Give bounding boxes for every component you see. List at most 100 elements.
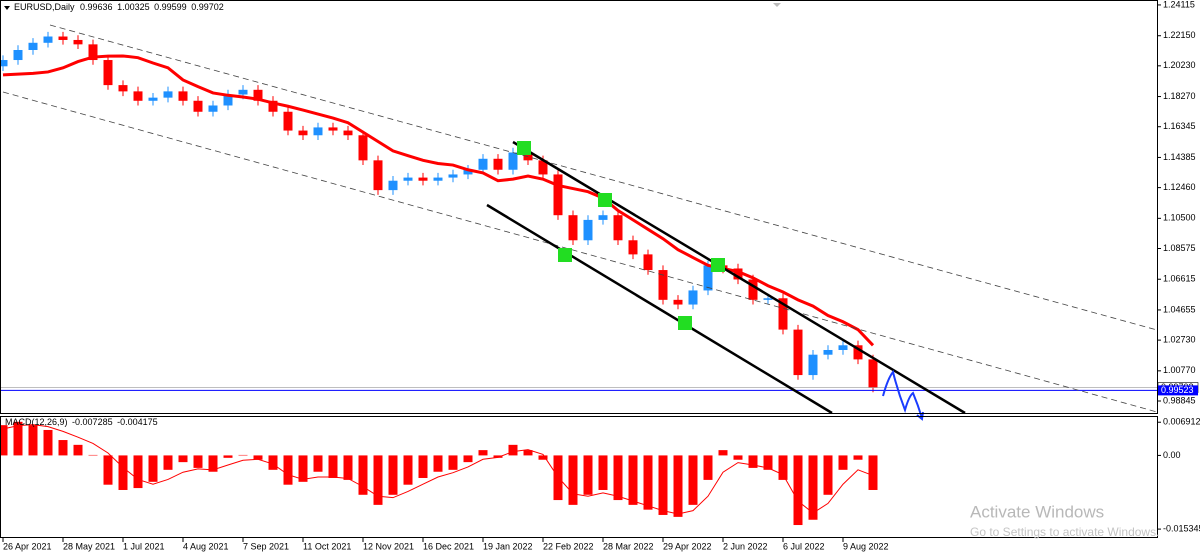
y-tick-label: 1.16345 xyxy=(1163,121,1196,131)
touch-marker xyxy=(598,193,612,207)
candle-body xyxy=(538,160,548,175)
macd-bar xyxy=(628,455,638,505)
candle-body xyxy=(703,265,713,291)
price-panel-frame xyxy=(0,0,1158,414)
candle-body xyxy=(613,215,623,241)
candle-body xyxy=(148,97,158,101)
y-tick-label: 1.06615 xyxy=(1163,274,1196,284)
y-tick-label: 1.14385 xyxy=(1163,152,1196,162)
channel-lower xyxy=(486,203,833,415)
macd-bar xyxy=(853,455,863,460)
candle-body xyxy=(343,130,353,136)
x-tick-label: 1 Jul 2021 xyxy=(123,541,165,551)
touch-marker xyxy=(558,248,572,262)
macd-bar xyxy=(43,429,53,456)
macd-bar xyxy=(373,455,383,505)
candle-body xyxy=(403,177,413,181)
touch-marker xyxy=(678,316,692,330)
touch-marker xyxy=(517,141,531,155)
macd-bar xyxy=(118,455,128,490)
x-tick-label: 28 May 2021 xyxy=(63,541,115,551)
candle-body xyxy=(118,85,128,92)
candle-body xyxy=(298,130,308,136)
macd-bar xyxy=(838,455,848,470)
candle-body xyxy=(853,345,863,360)
candle-body xyxy=(253,89,263,101)
candle-body xyxy=(508,152,518,170)
y-tick-label: 1.08575 xyxy=(1163,243,1196,253)
macd-bar xyxy=(508,444,518,456)
candle-body xyxy=(778,298,788,330)
candle-body xyxy=(178,91,188,101)
macd-bar xyxy=(208,455,218,472)
y-tick-label: 1.00770 xyxy=(1163,365,1196,375)
macd-bar xyxy=(403,455,413,485)
macd-bar xyxy=(688,455,698,505)
candle-body xyxy=(868,359,878,388)
candle-body xyxy=(103,60,113,86)
x-tick-label: 6 Jul 2022 xyxy=(783,541,825,551)
candle-body xyxy=(733,268,743,280)
macd-bar xyxy=(658,455,668,515)
candle-body xyxy=(448,174,458,178)
candle-body xyxy=(688,290,698,305)
macd-bar xyxy=(748,455,758,468)
macd-bar xyxy=(193,455,203,468)
macd-bar xyxy=(223,455,233,458)
macd-bar xyxy=(478,450,488,456)
macd-bar xyxy=(238,454,248,456)
x-tick-label: 16 Dec 2021 xyxy=(423,541,474,551)
forecast-arrow xyxy=(882,369,923,419)
candle-body xyxy=(328,127,338,131)
x-tick-label: 22 Feb 2022 xyxy=(543,541,594,551)
macd-bar xyxy=(703,455,713,480)
candle-body xyxy=(268,100,278,112)
watermark-title: Activate Windows xyxy=(970,502,1104,521)
macd-bar xyxy=(0,425,8,456)
macd-bar xyxy=(868,455,878,490)
annotations xyxy=(2,3,1158,421)
candle-body xyxy=(838,345,848,350)
y-tick-label: 0.00 xyxy=(1163,450,1181,460)
x-tick-label: 7 Sep 2021 xyxy=(243,541,289,551)
macd-bar xyxy=(448,455,458,470)
candle-body xyxy=(763,298,773,300)
watermark-text: Go to Settings to activate Windows. xyxy=(970,525,1159,539)
x-tick-label: 26 Apr 2021 xyxy=(3,541,52,551)
candle-body xyxy=(163,91,173,98)
candle-body xyxy=(598,215,608,220)
y-tick-label: 1.12460 xyxy=(1163,182,1196,192)
macd-bar xyxy=(28,425,38,456)
macd-bar xyxy=(433,455,443,472)
macd-bar xyxy=(328,455,338,478)
channel-upper xyxy=(512,140,966,415)
candle-body xyxy=(193,100,203,112)
macd-bar xyxy=(778,455,788,480)
ohlc-value: 0.99636 xyxy=(80,2,113,12)
ohlc-value: 0.99702 xyxy=(191,2,224,12)
candle-body xyxy=(283,111,293,131)
candle-body xyxy=(793,329,803,376)
y-tick-label: 1.04655 xyxy=(1163,304,1196,314)
candle-body xyxy=(13,49,23,61)
x-tick-label: 2 Jun 2022 xyxy=(723,541,768,551)
signal-line xyxy=(2,424,874,515)
candle-body xyxy=(208,105,218,112)
candle-body xyxy=(88,44,98,61)
macd-bar xyxy=(793,455,803,526)
macd-bar xyxy=(568,455,578,505)
y-tick-label: 1.22150 xyxy=(1163,30,1196,40)
candle-body xyxy=(418,177,428,181)
frames xyxy=(0,0,1158,538)
macd-bar xyxy=(598,455,608,490)
candle-body xyxy=(433,177,443,181)
y-tick-label: 1.02730 xyxy=(1163,334,1196,344)
x-tick-label: 11 Oct 2021 xyxy=(303,541,351,551)
candle-body xyxy=(658,270,668,300)
macd-bar xyxy=(673,455,683,517)
candle-body xyxy=(358,135,368,161)
macd-bar xyxy=(463,455,473,463)
macd-bar xyxy=(103,455,113,485)
x-tick-label: 28 Mar 2022 xyxy=(603,541,654,551)
